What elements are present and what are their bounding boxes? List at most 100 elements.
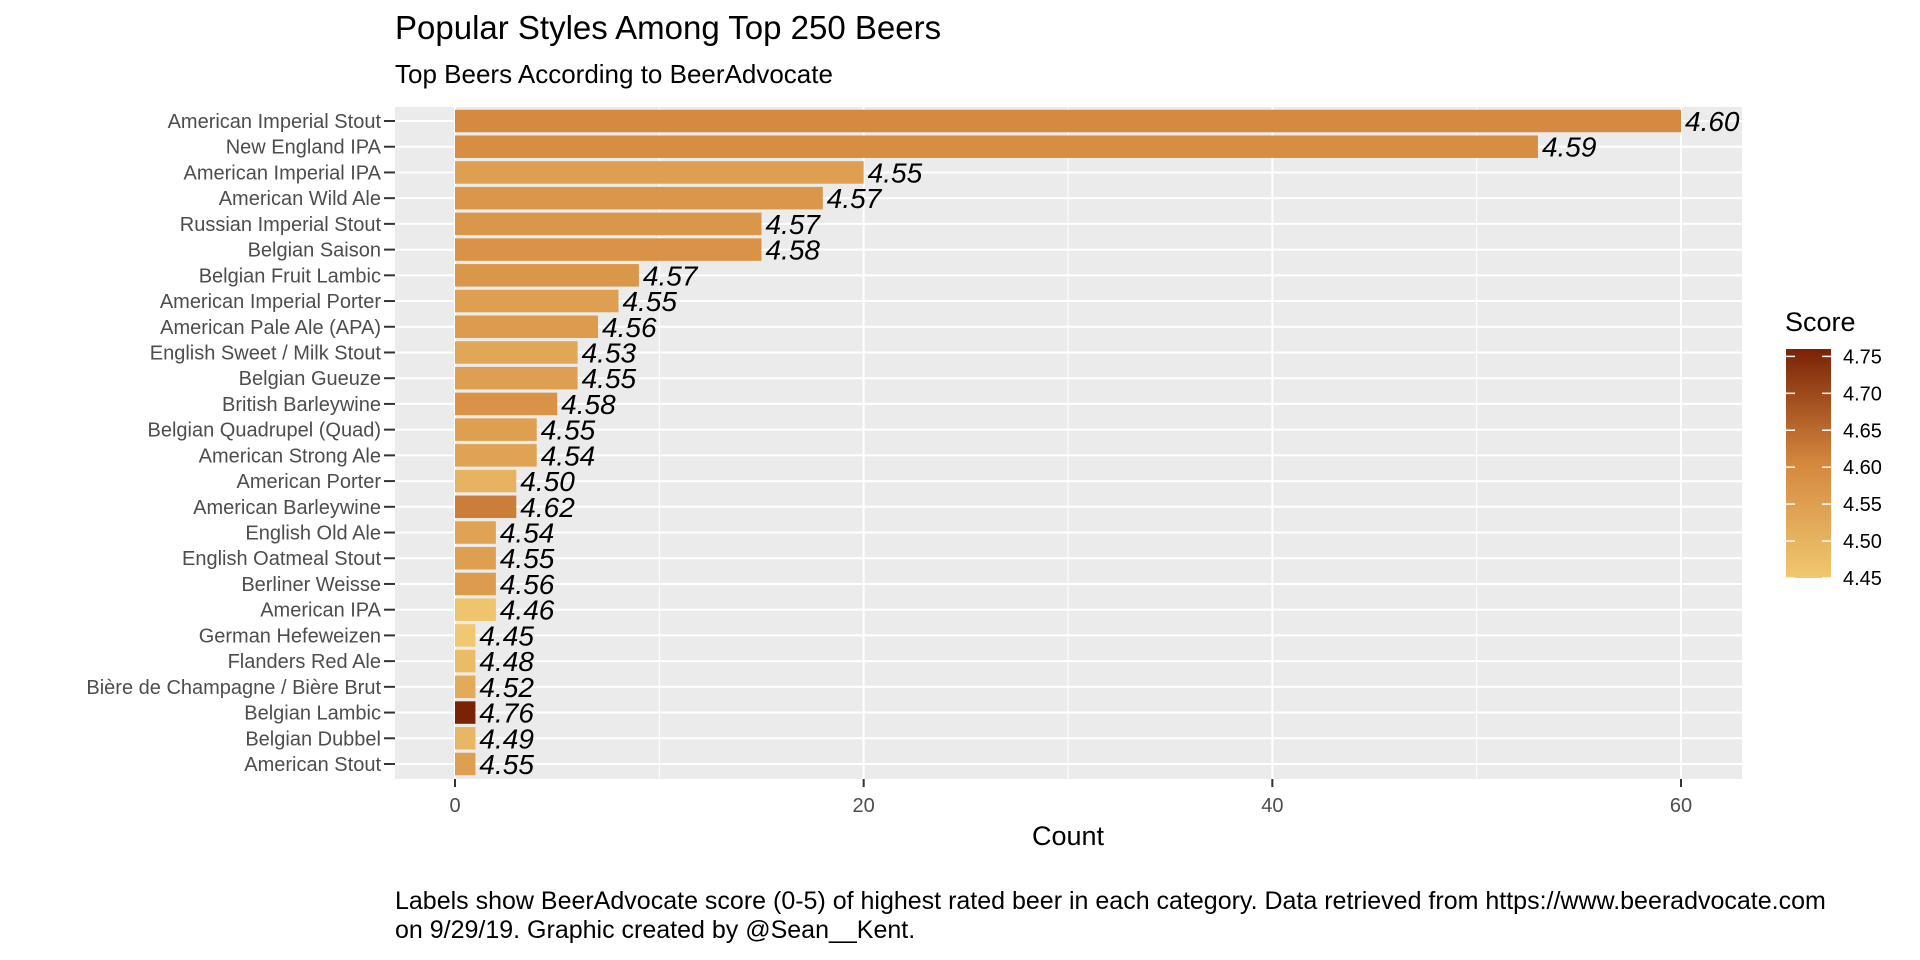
x-tick-label: 0 xyxy=(449,795,460,817)
bar-chart: Popular Styles Among Top 250 Beers Top B… xyxy=(86,9,1882,851)
legend-colorbar xyxy=(1786,349,1831,578)
data-label: 4.55 xyxy=(500,543,555,574)
data-label: 4.57 xyxy=(643,260,699,291)
data-label: 4.57 xyxy=(766,209,822,240)
bar xyxy=(455,572,496,596)
y-tick-label: Bière de Champagne / Bière Brut xyxy=(86,677,381,699)
y-tick-label: Belgian Lambic xyxy=(244,703,381,725)
y-tick-label: Belgian Fruit Lambic xyxy=(199,265,381,287)
bar xyxy=(455,161,864,184)
y-tick-label: Belgian Saison xyxy=(248,240,381,262)
bar xyxy=(455,392,558,416)
legend-tick-label: 4.50 xyxy=(1843,531,1882,553)
data-label: 4.46 xyxy=(500,595,555,626)
legend-tick-label: 4.65 xyxy=(1843,420,1882,442)
bar xyxy=(455,264,639,287)
data-label: 4.50 xyxy=(520,466,575,497)
bar xyxy=(455,186,823,210)
bar xyxy=(455,135,1538,158)
data-label: 4.54 xyxy=(541,440,596,471)
data-label: 4.55 xyxy=(479,749,534,780)
legend-tick-label: 4.45 xyxy=(1843,568,1882,590)
color-legend: Score 4.75 4.70 4.65 4.60 4.55 4.50 4.45 xyxy=(1785,307,1882,590)
chart-title: Popular Styles Among Top 250 Beers xyxy=(395,9,941,46)
x-axis-title: Count xyxy=(1032,821,1105,851)
legend-title: Score xyxy=(1785,307,1856,337)
y-tick-label: American Imperial Porter xyxy=(160,291,382,313)
bar xyxy=(455,624,476,647)
data-label: 4.58 xyxy=(561,389,616,420)
y-tick-label: Belgian Dubbel xyxy=(245,728,381,750)
data-label: 4.48 xyxy=(479,646,534,677)
y-axis: American Imperial Stout New England IPA Am… xyxy=(86,111,395,776)
y-tick-label: Flanders Red Ale xyxy=(228,651,381,673)
bar xyxy=(455,649,476,673)
data-label: 4.59 xyxy=(1542,132,1597,163)
x-tick-label: 60 xyxy=(1670,795,1692,817)
data-label: 4.76 xyxy=(479,698,534,729)
y-tick-label: American Stout xyxy=(244,754,381,776)
y-tick-label: American Pale Ale (APA) xyxy=(160,317,381,339)
bar xyxy=(455,444,537,467)
x-tick-label: 20 xyxy=(853,795,875,817)
data-label: 4.56 xyxy=(602,312,657,343)
data-label: 4.62 xyxy=(520,492,575,523)
data-label: 4.55 xyxy=(582,363,637,394)
legend-tick-label: 4.70 xyxy=(1843,383,1882,405)
data-label: 4.58 xyxy=(766,235,821,266)
bar xyxy=(455,315,599,339)
legend-tick-label: 4.75 xyxy=(1843,346,1882,368)
bar xyxy=(455,341,578,364)
data-label: 4.56 xyxy=(500,569,555,600)
x-tick-label: 40 xyxy=(1261,795,1283,817)
bars xyxy=(455,109,1681,776)
x-axis: 0 20 40 60 xyxy=(449,779,1692,817)
chart-subtitle: Top Beers According to BeerAdvocate xyxy=(395,59,833,89)
bar xyxy=(455,418,537,441)
legend-tick-label: 4.60 xyxy=(1843,457,1882,479)
bar xyxy=(455,752,476,776)
bar xyxy=(455,109,1681,133)
y-tick-label: American Strong Ale xyxy=(199,445,381,467)
data-label: 4.55 xyxy=(622,286,677,317)
data-label: 4.45 xyxy=(479,620,534,651)
bar xyxy=(455,469,517,493)
bar xyxy=(455,495,517,519)
bar xyxy=(455,212,762,236)
bar xyxy=(455,238,762,261)
data-labels: 4.604.594.554.574.574.584.574.554.564.53… xyxy=(479,106,1739,780)
bar xyxy=(455,521,496,544)
y-tick-label: American Barleywine xyxy=(193,497,381,519)
y-tick-label: English Oatmeal Stout xyxy=(182,548,381,570)
caption: Labels show BeerAdvocate score (0-5) of … xyxy=(395,887,1826,944)
data-label: 4.53 xyxy=(582,337,637,368)
y-tick-label: German Hefeweizen xyxy=(199,625,381,647)
y-tick-label: American Porter xyxy=(237,471,382,493)
y-tick-label: British Barleywine xyxy=(222,394,381,416)
bar xyxy=(455,366,578,390)
y-tick-label: English Old Ale xyxy=(245,523,381,545)
bar xyxy=(455,727,476,750)
bar xyxy=(455,701,476,724)
data-label: 4.60 xyxy=(1685,106,1740,137)
y-tick-label: Belgian Gueuze xyxy=(239,368,381,390)
y-tick-label: American Wild Ale xyxy=(219,188,381,210)
legend-tick-label: 4.55 xyxy=(1843,494,1882,516)
y-tick-label: Russian Imperial Stout xyxy=(180,214,382,236)
data-label: 4.52 xyxy=(479,672,534,703)
bar xyxy=(455,546,496,570)
bar xyxy=(455,598,496,621)
data-label: 4.54 xyxy=(500,518,555,549)
y-tick-label: New England IPA xyxy=(226,137,382,159)
y-tick-label: American Imperial IPA xyxy=(184,162,382,184)
y-tick-label: Berliner Weisse xyxy=(241,574,381,596)
y-tick-label: American Imperial Stout xyxy=(168,111,382,133)
data-label: 4.49 xyxy=(479,723,534,754)
bar xyxy=(455,675,476,699)
y-tick-label: Belgian Quadrupel (Quad) xyxy=(148,420,381,442)
bar xyxy=(455,289,619,313)
y-tick-label: English Sweet / Milk Stout xyxy=(150,342,382,364)
data-label: 4.55 xyxy=(541,415,596,446)
data-label: 4.57 xyxy=(827,183,883,214)
data-label: 4.55 xyxy=(868,157,923,188)
